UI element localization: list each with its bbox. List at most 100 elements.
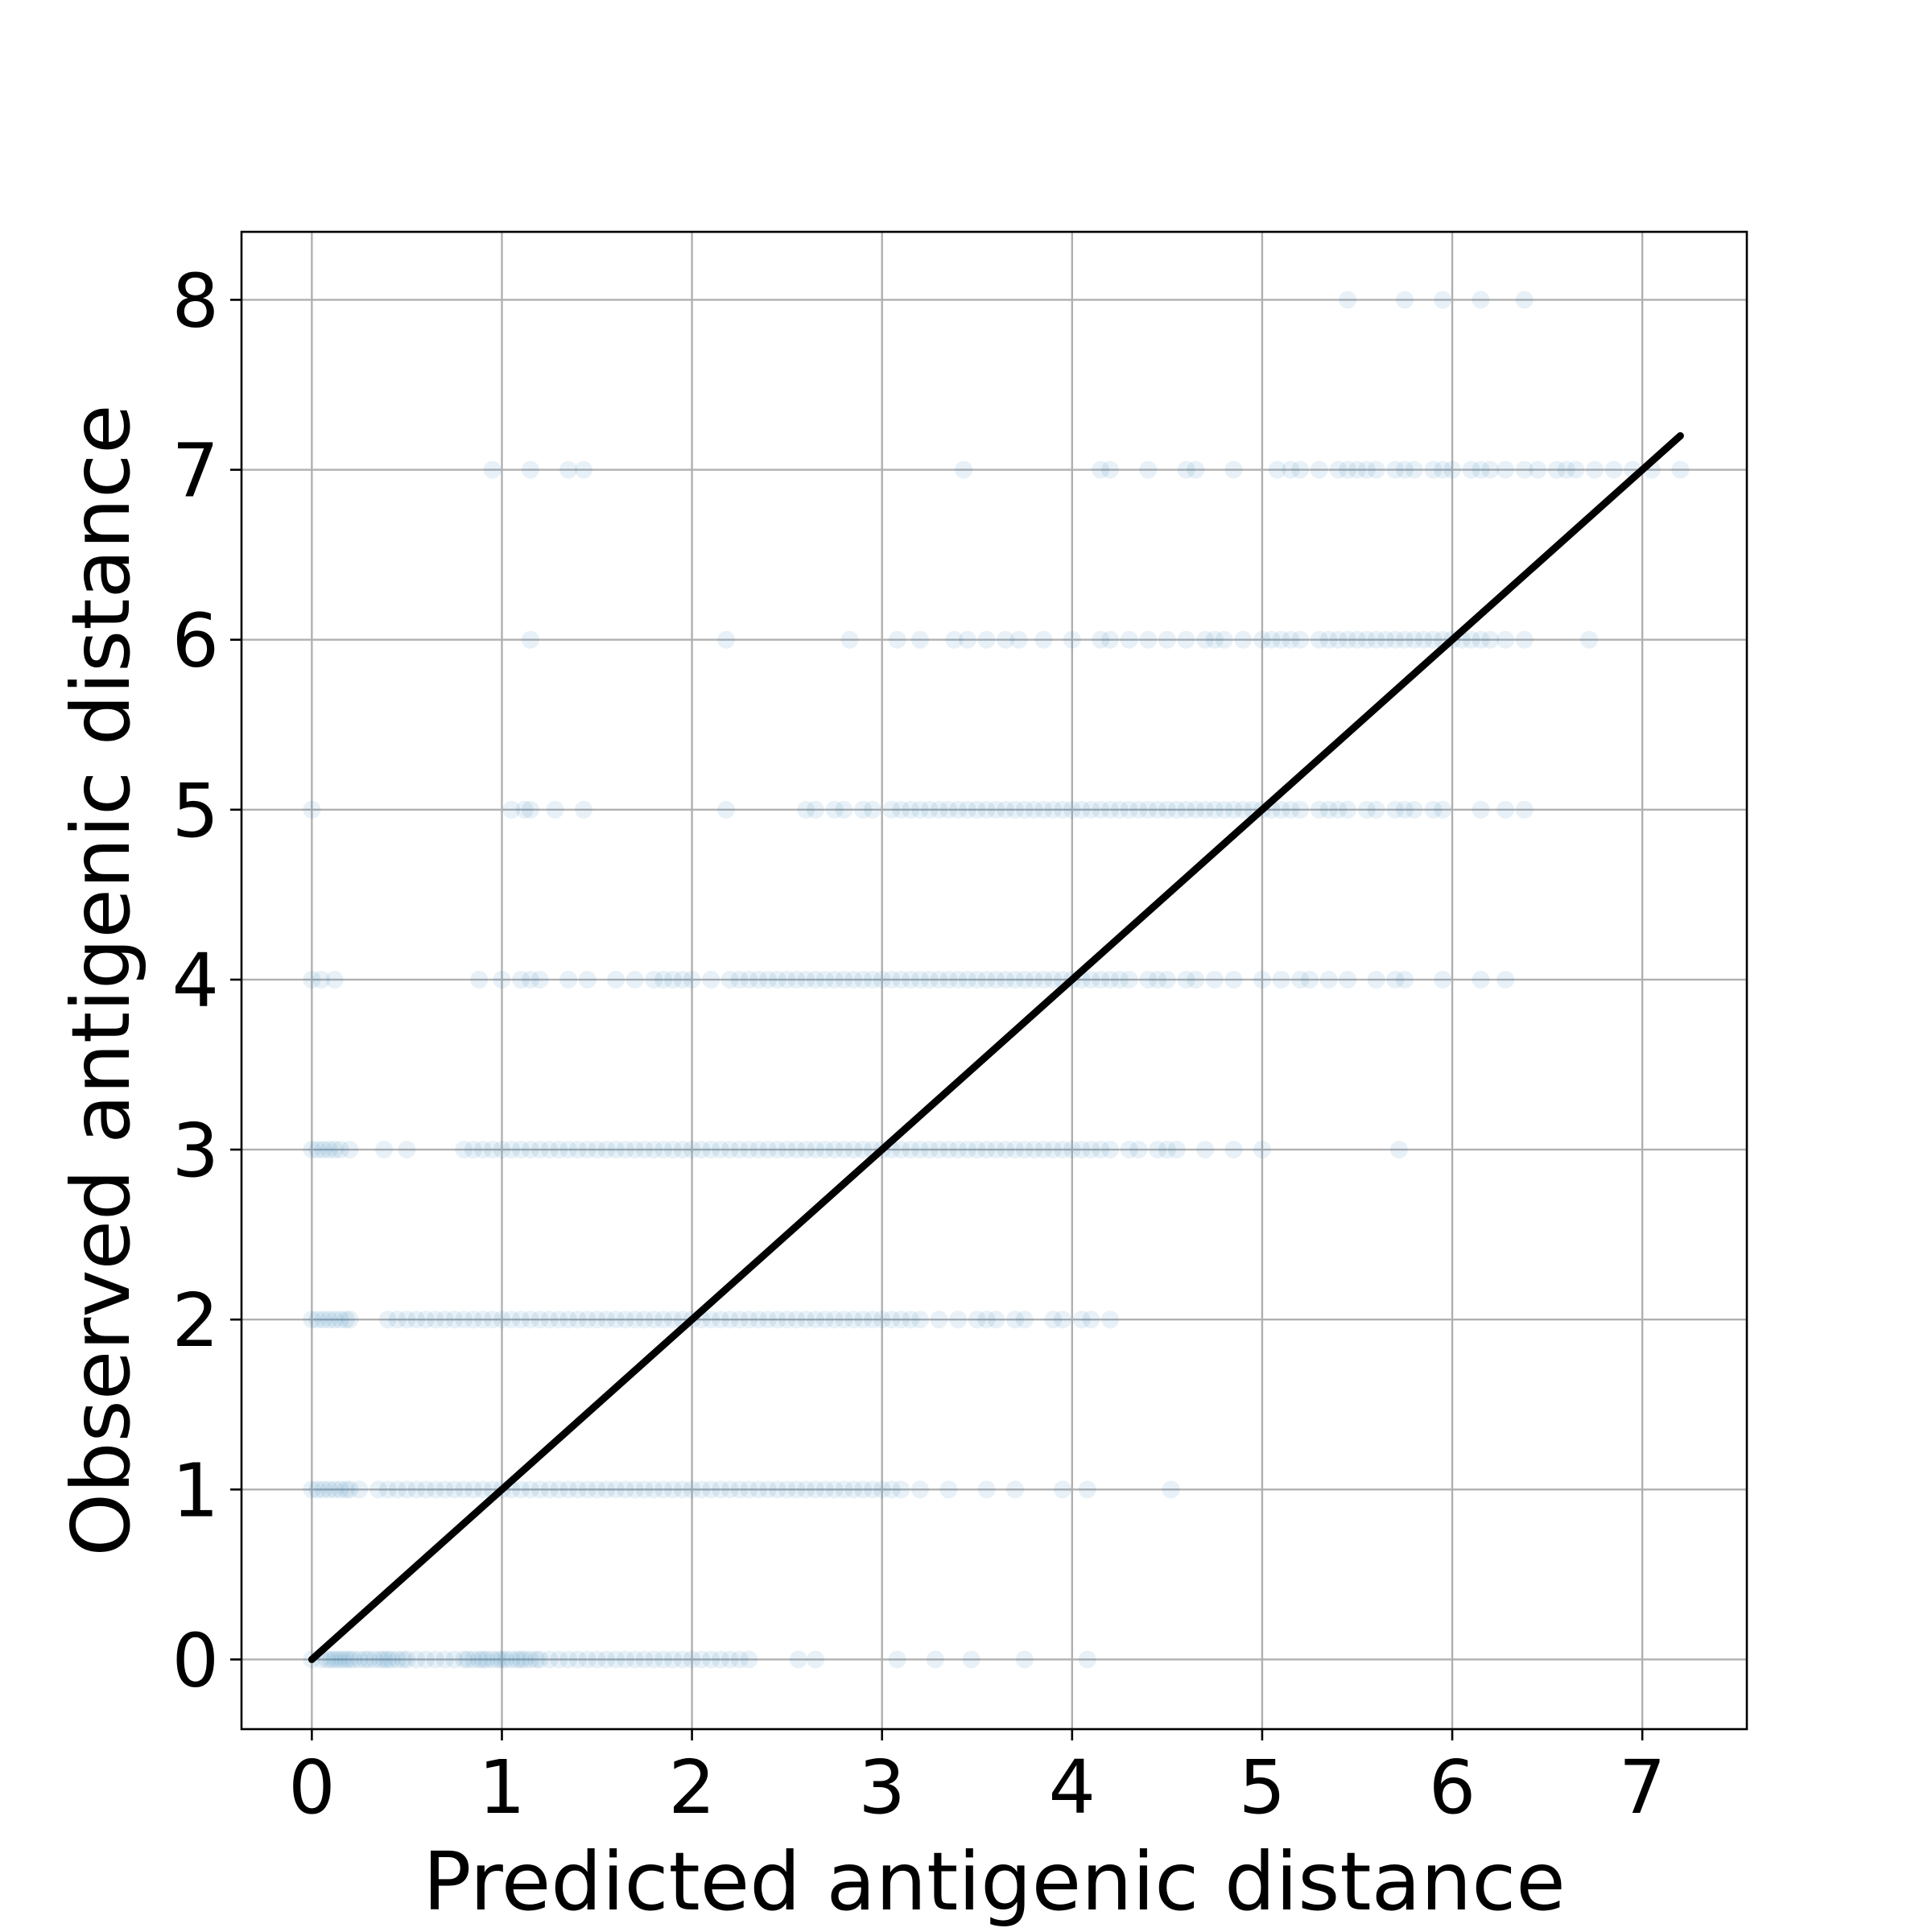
scatter-point [616,1141,634,1159]
scatter-point [888,1650,906,1669]
scatter-point [398,1650,416,1669]
scatter-point [559,1141,578,1159]
scatter-point [1092,1141,1110,1159]
scatter-point [575,460,592,479]
scatter-point [388,1311,407,1329]
scatter-point [673,970,691,989]
scatter-point [1496,460,1515,479]
scatter-point [308,1141,327,1159]
scatter-point [1434,970,1452,989]
scatter-point [1604,460,1623,479]
scatter-point [1386,630,1405,649]
scatter-point [712,1141,729,1159]
scatter-point [910,630,929,649]
scatter-point [512,1650,530,1669]
scatter-point [977,1141,996,1159]
scatter-point [1424,630,1443,649]
scatter-point [1215,630,1233,649]
scatter-point [759,970,778,989]
scatter-point [854,1141,873,1159]
scatter-point [1329,630,1348,649]
scatter-point [320,1311,338,1329]
scatter-point [540,1480,559,1499]
scatter-point [683,1141,701,1159]
scatter-point [464,1141,483,1159]
x-tick-label: 0 [288,1744,336,1831]
scatter-point [1547,460,1566,479]
scatter-point [336,1311,355,1329]
scatter-point [1177,970,1195,989]
scatter-point [712,1311,729,1329]
scatter-point [1092,460,1110,479]
scatter-point [958,800,976,819]
scatter-point [1072,1141,1091,1159]
scatter-point [436,1311,454,1329]
scatter-point [720,1311,739,1329]
scatter-point [341,1650,359,1669]
scatter-point [1224,970,1243,989]
scatter-point [1158,970,1176,989]
scatter-point [314,1141,332,1159]
x-tick-label: 5 [1239,1744,1286,1831]
scatter-point [949,1311,968,1329]
scatter-point [645,1650,663,1669]
scatter-point [1025,800,1043,819]
scatter-point [1472,970,1490,989]
scatter-point [840,630,859,649]
scatter-point [502,800,521,819]
scatter-point [477,1650,496,1669]
scatter-point [768,1141,786,1159]
scatter-point [1101,460,1120,479]
scatter-point [835,1141,853,1159]
y-axis-ticks: 0 1 2 3 4 5 6 7 8 [171,258,242,1703]
scatter-point [815,1141,834,1159]
identity-reference-line [308,431,1684,1663]
scatter-point [683,1650,701,1669]
scatter-point [341,1141,359,1159]
scatter-point [540,1650,559,1669]
reference-line-layer [308,431,1684,1663]
scatter-point [1224,460,1243,479]
scatter-point [1367,970,1385,989]
scatter-point [1196,1141,1215,1159]
scatter-point [1177,630,1195,649]
scatter-point [588,1311,606,1329]
scatter-point [597,1311,616,1329]
scatter-point [464,1311,483,1329]
scatter-point [597,1480,616,1499]
scatter-point [597,1141,616,1159]
scatter-point [1515,630,1534,649]
y-tick-label: 4 [171,938,219,1024]
scatter-point [997,970,1015,989]
scatter-point [1149,1141,1167,1159]
scatter-point [873,1311,891,1329]
scatter-point [1339,800,1357,819]
scatter-point [568,1141,587,1159]
scatter-point [325,1480,344,1499]
scatter-point [882,1311,901,1329]
scatter-point [388,1650,407,1669]
scatter-point [483,460,502,479]
scatter-point [1110,970,1129,989]
scatter-point [1101,630,1120,649]
scatter-point [663,1141,682,1159]
scatter-point [331,1480,349,1499]
scatter-point [1529,460,1547,479]
scatter-point [521,1311,539,1329]
scatter-point [1149,800,1167,819]
scatter-point [740,1141,758,1159]
scatter-point [949,1141,968,1159]
scatter-point [1092,800,1110,819]
scatter-point [616,1311,634,1329]
scatter-point [1272,800,1290,819]
scatter-point [1063,800,1081,819]
scatter-point [835,1480,853,1499]
scatter-point [835,800,853,819]
scatter-point [588,1480,606,1499]
scatter-point [1092,970,1110,989]
scatter-point [844,1141,863,1159]
scatter-point [815,1480,834,1499]
scatter-point [559,1311,578,1329]
scatter-point [717,630,736,649]
scatter-point [540,1141,559,1159]
